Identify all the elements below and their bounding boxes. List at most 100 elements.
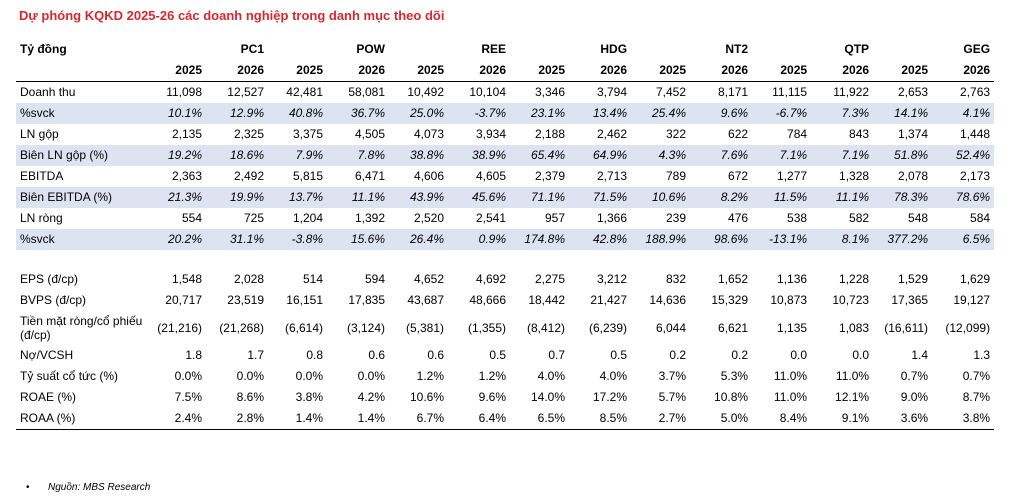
- table-cell: (1,355): [467, 321, 507, 335]
- table-cell: 6,471: [354, 169, 386, 183]
- table-cell: 7.8%: [327, 145, 390, 166]
- table-cell: 11.5%: [752, 187, 812, 208]
- table-cell: 1,328: [839, 169, 870, 183]
- table-cell: 15,329: [711, 293, 749, 307]
- row-label: %svck: [16, 229, 147, 250]
- table-cell: 10.6%: [631, 187, 691, 208]
- table-cell: 10.6%: [409, 390, 445, 404]
- table-cell: 789: [666, 169, 687, 183]
- table-cell: 1,529: [898, 272, 929, 286]
- spacer-cell: [16, 250, 147, 269]
- table-cell: 174.8%: [510, 229, 570, 250]
- table-cell: 14.1%: [873, 103, 933, 124]
- row-label: Nợ/VCSH: [20, 348, 74, 362]
- company-header-row: Tỷ đồng PC1 POW REE HDG NT2 QTP GEG: [16, 38, 994, 60]
- table-cell: 36.7%: [327, 103, 390, 124]
- table-cell: 2,173: [960, 169, 991, 183]
- table-row: Tiền mặt ròng/cổ phiếu (đ/cp) (21,216) (21…: [16, 311, 994, 345]
- table-cell: 7.1%: [811, 145, 874, 166]
- spacer-cell: [206, 250, 268, 269]
- table-cell: 10,723: [832, 293, 870, 307]
- table-cell: 6.7%: [389, 408, 449, 430]
- table-cell: 582: [849, 211, 870, 225]
- table-cell: 1.4%: [268, 408, 327, 430]
- table-cell: 2,492: [233, 169, 264, 183]
- table-cell: 4.0%: [599, 369, 628, 383]
- table-cell: 2,135: [171, 127, 202, 141]
- table-cell: 5.0%: [690, 408, 753, 430]
- table-cell: 3.6%: [873, 408, 933, 430]
- table-cell: 476: [728, 211, 749, 225]
- table-cell: 1.7: [247, 348, 264, 362]
- table-cell: 19.9%: [206, 187, 268, 208]
- table-cell: 0.6: [368, 348, 386, 362]
- table-row: BVPS (đ/cp) 20,717 23,519 16,151 17,835 43,68…: [16, 290, 994, 311]
- table-cell: 4,073: [413, 127, 445, 141]
- table-cell: 13.4%: [569, 103, 632, 124]
- table-cell: 832: [666, 272, 687, 286]
- row-label: LN gộp: [20, 127, 59, 141]
- table-cell: 4,652: [413, 272, 445, 286]
- table-cell: 8.5%: [569, 408, 632, 430]
- spacer-cell: [932, 250, 994, 269]
- row-label: EPS (đ/cp): [20, 272, 79, 286]
- year-header: 2026: [932, 60, 995, 82]
- row-label: Tiền mặt ròng/cổ phiếu (đ/cp): [20, 314, 143, 342]
- table-cell: 514: [302, 272, 323, 286]
- table-cell: 2,763: [960, 85, 991, 99]
- table-cell: 0.7: [548, 348, 566, 362]
- table-row: Doanh thu 11,098 12,527 42,481 58,081 10,492 1…: [16, 82, 994, 104]
- table-cell: 58,081: [348, 85, 386, 99]
- table-cell: 2,379: [534, 169, 566, 183]
- spacer-cell: [268, 250, 327, 269]
- table-cell: 2,028: [233, 272, 264, 286]
- table-cell: 0.9%: [448, 229, 511, 250]
- table-cell: 18.6%: [206, 145, 268, 166]
- table-cell: 21.3%: [147, 187, 206, 208]
- table-cell: 0.0%: [236, 369, 264, 383]
- table-cell: 7.6%: [690, 145, 753, 166]
- table-cell: 5,815: [292, 169, 323, 183]
- table-cell: 8.2%: [690, 187, 753, 208]
- table-cell: 0.2: [731, 348, 749, 362]
- company-header-pow: POW: [356, 41, 386, 56]
- table-cell: 5.3%: [720, 369, 749, 383]
- table-cell: 1,083: [839, 321, 870, 335]
- table-cell: 38.9%: [448, 145, 511, 166]
- table-cell: 20,717: [165, 293, 202, 307]
- table-cell: 3.8%: [932, 408, 995, 430]
- table-cell: 0.0%: [295, 369, 323, 383]
- company-header-ree: REE: [481, 41, 507, 56]
- table-cell: 7.9%: [268, 145, 327, 166]
- table-cell: 2.7%: [631, 408, 691, 430]
- table-cell: 1,448: [960, 127, 991, 141]
- table-cell: 3,375: [292, 127, 323, 141]
- table-cell: 10,873: [770, 293, 808, 307]
- spacer-cell: [569, 250, 631, 269]
- spacer-cell: [448, 250, 510, 269]
- year-header: 2026: [569, 60, 632, 82]
- forecast-table: Tỷ đồng PC1 POW REE HDG NT2 QTP GEG 2025…: [16, 38, 995, 430]
- table-cell: 11.0%: [835, 369, 870, 383]
- table-cell: 5.7%: [658, 390, 687, 404]
- table-cell: 843: [849, 127, 870, 141]
- table-cell: 4,692: [475, 272, 507, 286]
- row-label: Biên LN gộp (%): [16, 145, 147, 166]
- row-label: BVPS (đ/cp): [20, 293, 87, 307]
- company-header-geg: GEG: [963, 41, 991, 56]
- spacer-cell: [147, 250, 206, 269]
- table-cell: 0.5: [610, 348, 628, 362]
- spacer-cell: [389, 250, 448, 269]
- table-body: Doanh thu 11,098 12,527 42,481 58,081 10,492 1…: [16, 82, 995, 430]
- table-cell: 11,922: [833, 85, 870, 99]
- table-row: EPS (đ/cp) 1,548 2,028 514 594 4,652 4,692 2,27…: [16, 269, 994, 290]
- year-header: 2025: [389, 60, 449, 82]
- table-cell: 622: [728, 127, 749, 141]
- spacer-cell: [873, 250, 932, 269]
- table-cell: 8.4%: [752, 408, 812, 430]
- table-cell: 8,171: [718, 85, 749, 99]
- table-cell: (21,268): [219, 321, 264, 335]
- table-cell: 8.7%: [962, 390, 991, 404]
- table-cell: 3.8%: [295, 390, 323, 404]
- table-cell: -6.7%: [752, 103, 812, 124]
